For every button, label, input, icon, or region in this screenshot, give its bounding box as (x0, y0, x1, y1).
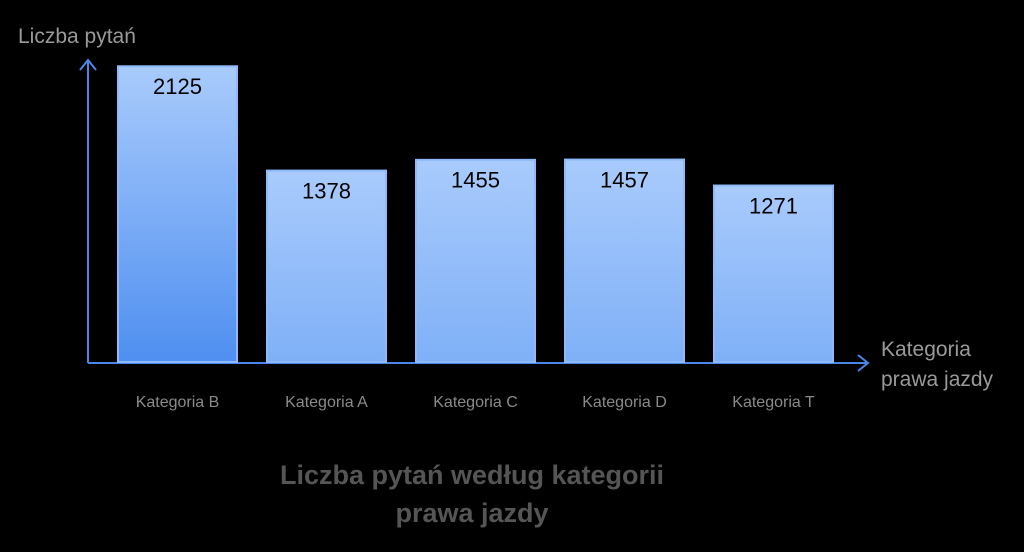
y-axis-label: Liczba pytań (18, 25, 136, 48)
value-label: 1378 (302, 178, 351, 203)
x-tick-label: Kategoria T (732, 394, 815, 411)
bar (266, 169, 387, 363)
x-tick-label: Kategoria C (433, 394, 518, 411)
x-tick-label: Kategoria A (285, 394, 368, 411)
value-label: 1455 (451, 168, 500, 193)
x-axis-arrow (857, 354, 870, 372)
y-axis-arrow (79, 58, 97, 71)
value-label: 1271 (749, 193, 798, 218)
value-label: 1457 (600, 167, 649, 192)
bar (564, 158, 685, 363)
bar (415, 158, 536, 363)
x-tick-label: Kategoria D (582, 394, 667, 411)
chart-title: Liczba pytań według kategorii prawa jazd… (279, 460, 665, 528)
value-label: 2125 (153, 74, 202, 99)
bar (713, 184, 834, 363)
bar (117, 65, 238, 363)
x-axis-label: Kategoria prawa jazdy (881, 338, 994, 391)
x-tick-label: Kategoria B (136, 394, 220, 411)
